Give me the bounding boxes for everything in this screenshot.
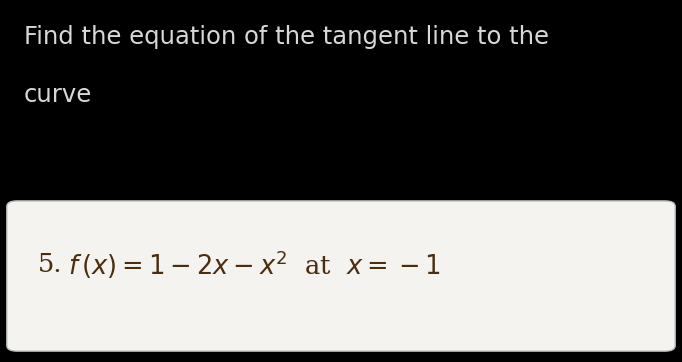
Text: curve: curve: [24, 83, 92, 107]
Text: $f\,(x) = 1 - 2x - x^2$  at  $x = -1$: $f\,(x) = 1 - 2x - x^2$ at $x = -1$: [68, 249, 441, 281]
FancyBboxPatch shape: [7, 201, 675, 351]
Text: Find the equation of the tangent line to the: Find the equation of the tangent line to…: [24, 25, 549, 49]
Text: 5.: 5.: [38, 252, 62, 277]
